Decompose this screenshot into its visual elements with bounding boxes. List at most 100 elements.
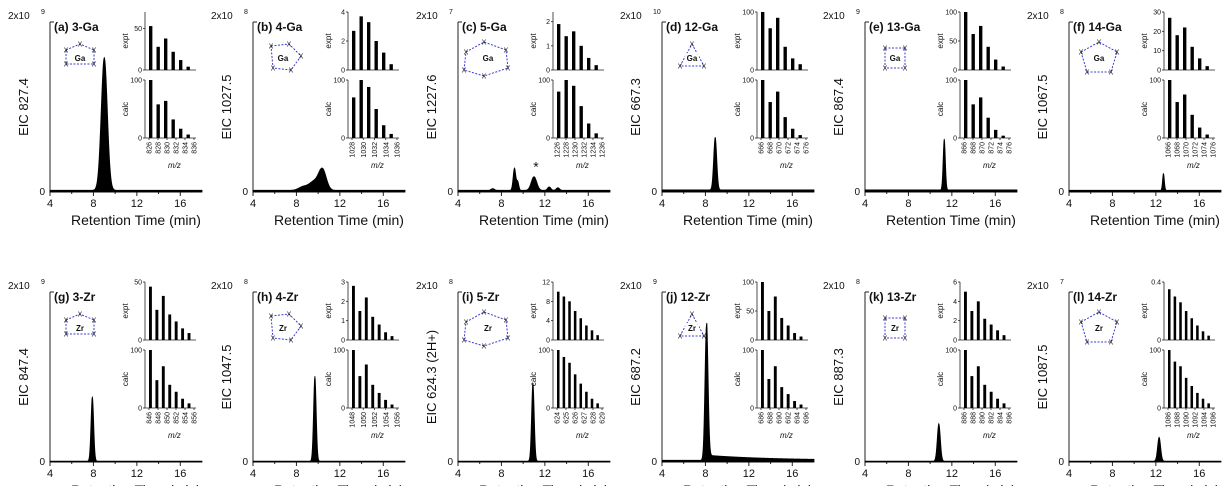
isotope-bar (793, 333, 797, 340)
y-axis-label: EIC 1047.5 (219, 344, 234, 409)
y-axis-label: EIC 667.3 (628, 78, 643, 136)
isotope-bar (568, 301, 571, 340)
inset-x-tick-label: 834 (183, 142, 190, 154)
isotope-bar (1190, 318, 1194, 340)
x-tick-label: 12 (743, 468, 755, 480)
chart-panel: 2x10 8 0 EIC 1067.5 4 8 12 16 Retention Time (mi… (1027, 9, 1222, 228)
structure-node: X (482, 40, 487, 47)
isotope-bar (562, 356, 566, 408)
metal-bg (276, 53, 290, 63)
y-scale-label: 2x10 (211, 11, 233, 22)
structure-node: X (702, 334, 707, 341)
x-tick-label: 16 (174, 198, 186, 210)
chromatogram-trace (864, 138, 1018, 193)
inset-x-tick-label: 1094 (1202, 412, 1209, 428)
inset-x-tick-label: 1092 (1193, 412, 1200, 428)
inset-y-tick-label: 2 (546, 19, 550, 26)
structure-node: X (271, 66, 276, 73)
x-tick-label: 12 (946, 468, 958, 480)
y-scale-label: 2x10 (8, 11, 30, 22)
isotope-bar (1173, 361, 1177, 408)
isotope-bar (976, 366, 980, 408)
inset-y-label: expt (529, 303, 538, 319)
inset-x-tick-label: 1054 (383, 412, 390, 428)
inset-y-tick-label: 0 (1157, 406, 1161, 413)
isotope-bar (164, 38, 168, 70)
isotope-bar (564, 36, 568, 70)
inset-y-tick-label: 0 (546, 68, 550, 75)
isotope-bar (161, 295, 165, 340)
x-axis-label: Retention Time (min) (479, 212, 609, 228)
isotope-bar (374, 41, 378, 70)
inset-y-tick-label: 50 (746, 309, 754, 316)
inset-y-tick-label: 100 (945, 78, 957, 85)
isotope-bar (377, 392, 381, 408)
structure-node: X (64, 332, 69, 339)
inset-x-tick-label: 886 (962, 412, 969, 424)
inset-calc: calc 0 100 (1140, 348, 1215, 413)
x-tick-label: 8 (498, 198, 504, 210)
y-zero-label: 0 (39, 457, 45, 468)
inset-calc: calc 0 100 (324, 348, 399, 413)
inset-x-tick-label: 626 (573, 412, 580, 424)
inset-x-tick-label: 870 (980, 142, 987, 154)
structure-node: X (289, 338, 294, 345)
structure-node: X (1109, 340, 1114, 347)
structure-node: X (1109, 70, 1114, 77)
x-tick-label: 16 (582, 198, 594, 210)
x-tick-label: 16 (989, 198, 1001, 210)
inset-x-tick-label: 828 (156, 142, 163, 154)
inset-y-tick-label: 50 (134, 26, 142, 33)
panel-label: (b) 4-Ga (257, 20, 303, 34)
isotope-bar (382, 125, 386, 138)
structure-node: X (289, 68, 294, 75)
metal-label: Zr (484, 324, 492, 333)
inset-x-tick-label: 1228 (564, 142, 571, 158)
isotope-bar (964, 12, 968, 70)
inset-y-tick-label: 0 (546, 406, 550, 413)
structure-node: X (269, 44, 274, 51)
inset-x-label: m/z (1187, 161, 1200, 170)
y-zero-label: 0 (447, 187, 453, 198)
metal-bg (888, 53, 902, 63)
inset-x-label: m/z (576, 161, 589, 170)
isotope-bar (1184, 311, 1188, 340)
inset-y-label: expt (1140, 303, 1149, 319)
inset-y-tick-label: 4 (546, 318, 550, 325)
structure-node: X (690, 312, 695, 319)
structure-node: X (1097, 40, 1102, 47)
inset-y-label: expt (121, 303, 130, 319)
isotope-bar (799, 336, 803, 340)
inset-x-tick-label: 1066 (1166, 142, 1173, 158)
isotope-bar (1190, 114, 1194, 138)
inset-y-label: expt (733, 33, 742, 49)
structure-ring (270, 43, 302, 71)
inset-x-tick-label: 688 (768, 412, 775, 424)
inset-x-label: m/z (780, 161, 793, 170)
y-scale-exponent: 9 (41, 9, 45, 16)
inset-y-label: calc (936, 102, 945, 116)
isotope-bar (359, 16, 363, 71)
inset-x-tick-label: 888 (971, 412, 978, 424)
chart-panel: 2x10 9 0 EIC 847.4 4 8 12 16 Retention Time (min… (8, 279, 203, 486)
structure-node: X (64, 318, 69, 325)
structure-node: X (903, 46, 908, 53)
isotope-bar (171, 51, 175, 70)
inset-y-label: expt (733, 303, 742, 319)
x-tick-label: 16 (786, 198, 798, 210)
isotope-bar (964, 350, 967, 408)
inset-x-tick-label: 676 (804, 142, 811, 154)
structure-node: X (506, 336, 511, 343)
x-tick-label: 8 (905, 198, 911, 210)
structure-node: X (504, 318, 509, 325)
panel-label: (g) 3-Zr (54, 290, 96, 304)
isotope-bar (149, 26, 153, 70)
inset-expt: expt 0 100 (733, 10, 808, 75)
structure-node: X (482, 344, 487, 351)
inset-x-label: m/z (168, 161, 181, 170)
isotope-bar (174, 391, 178, 408)
x-tick-label: 4 (862, 198, 868, 210)
inset-x-label: m/z (576, 431, 589, 440)
inset-y-tick-label: 0 (953, 406, 957, 413)
isotope-bar (1002, 335, 1006, 340)
